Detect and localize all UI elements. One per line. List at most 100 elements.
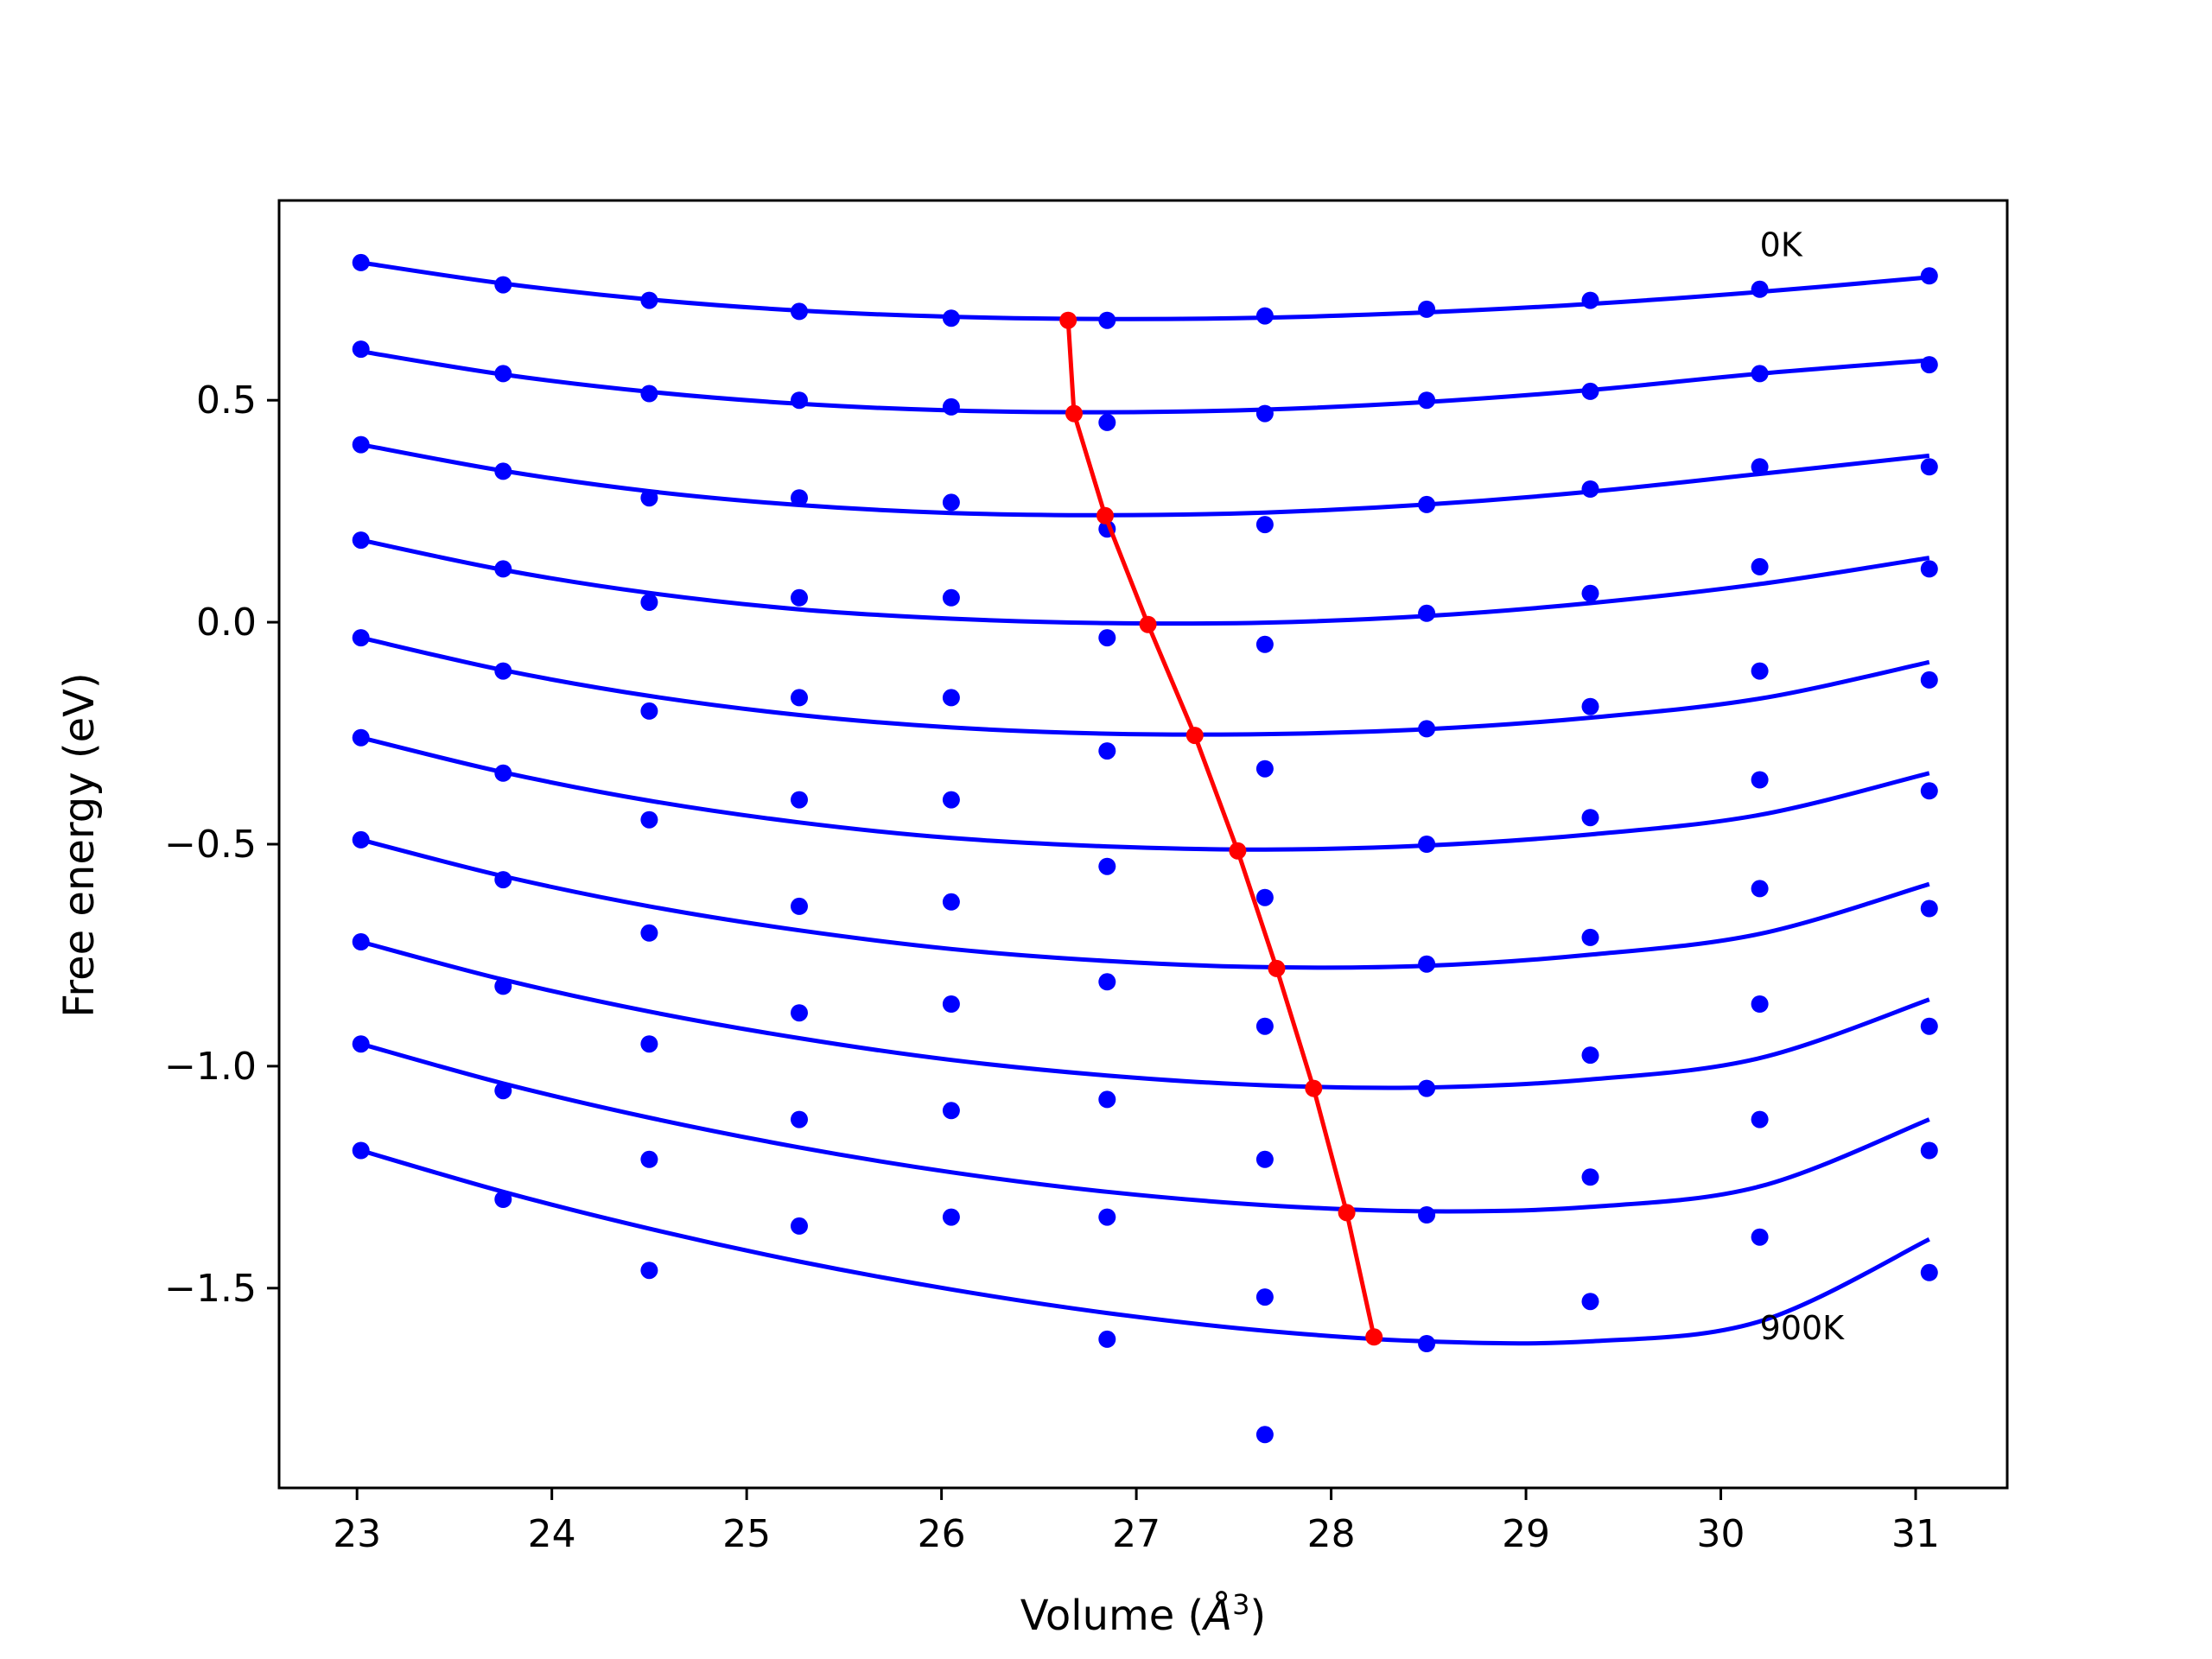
data-point	[640, 1035, 658, 1053]
data-point	[1098, 857, 1116, 875]
data-point	[1255, 516, 1274, 534]
y-tick-label: −0.5	[164, 823, 257, 867]
data-point	[942, 493, 960, 512]
fit-curve-8	[360, 1041, 1930, 1214]
data-point	[1581, 382, 1599, 400]
x-tick-label: 23	[333, 1512, 381, 1556]
data-point	[494, 1191, 512, 1208]
minimum-point	[1185, 727, 1204, 745]
data-point	[640, 489, 658, 507]
fit-curve-2	[360, 442, 1930, 518]
data-point	[640, 385, 658, 403]
data-point	[1255, 888, 1274, 906]
data-point	[352, 531, 370, 550]
data-point	[1920, 782, 1938, 800]
data-point	[1418, 720, 1436, 738]
y-tick-label: 0.0	[196, 601, 257, 645]
data-point	[352, 1035, 370, 1053]
data-points	[352, 253, 1938, 1444]
data-point	[1255, 760, 1274, 778]
annotations: 0K 900K	[1760, 226, 1846, 1347]
data-point	[1920, 267, 1938, 285]
data-point	[352, 933, 370, 950]
data-point	[942, 309, 960, 327]
y-tick-label: −1.5	[164, 1267, 257, 1311]
y-axis-ticks: 0.5 0.0 −0.5 −1.0 −1.5	[164, 378, 279, 1311]
data-point	[1581, 584, 1599, 602]
data-point	[1920, 458, 1938, 476]
fit-curve-3	[360, 537, 1930, 626]
data-point	[791, 689, 808, 707]
data-point	[791, 1217, 808, 1235]
x-tick-label: 28	[1307, 1512, 1356, 1556]
data-point	[1255, 404, 1274, 423]
annotation-label: 900K	[1760, 1309, 1846, 1347]
y-tick-label: −1.0	[164, 1045, 257, 1089]
minimum-point	[1139, 615, 1157, 633]
data-point	[1255, 307, 1274, 325]
data-point	[1418, 955, 1436, 973]
data-point	[791, 1110, 808, 1128]
data-point	[1098, 311, 1116, 329]
data-point	[352, 1141, 370, 1160]
data-point	[640, 702, 658, 720]
data-point	[1920, 1263, 1938, 1281]
data-point	[1920, 1141, 1938, 1160]
data-point	[1751, 771, 1769, 789]
data-point	[1581, 697, 1599, 715]
data-point	[1920, 356, 1938, 374]
data-point	[352, 629, 370, 647]
x-axis-label-exponent: 3	[1232, 1588, 1249, 1621]
data-point	[1255, 1150, 1274, 1168]
minimum-point	[1305, 1079, 1323, 1097]
x-axis-label: Volume (Å3)	[1020, 1588, 1266, 1640]
annotation-label: 0K	[1760, 226, 1803, 264]
fit-curve-6	[360, 837, 1930, 970]
data-point	[1581, 480, 1599, 498]
minimum-point	[1229, 842, 1247, 860]
data-point	[1418, 1335, 1436, 1352]
data-point	[494, 276, 512, 294]
minimum-point	[1065, 404, 1083, 423]
data-point	[640, 1262, 658, 1280]
fit-curve-9	[359, 1148, 1930, 1346]
data-point	[494, 462, 512, 480]
data-point	[1751, 557, 1769, 575]
data-point	[1581, 1168, 1599, 1186]
data-point	[1418, 495, 1436, 513]
minima-polyline	[1065, 320, 1376, 1338]
data-point	[1751, 995, 1769, 1013]
minimum-point	[1268, 959, 1286, 977]
data-point	[352, 830, 370, 849]
data-point	[1098, 629, 1116, 647]
data-point	[942, 995, 960, 1013]
y-tick-label: 0.5	[196, 378, 257, 423]
data-point	[1751, 280, 1769, 298]
fit-curve-5	[360, 735, 1930, 852]
data-point	[352, 728, 370, 747]
x-axis-label-text: Volume	[1020, 1592, 1175, 1640]
plot-frame	[277, 199, 2009, 1490]
data-point	[942, 1102, 960, 1120]
data-point	[791, 791, 808, 809]
y-axis-label: Free energy (eV)	[55, 672, 104, 1017]
data-point	[791, 391, 808, 410]
data-point	[494, 560, 512, 578]
data-point	[1751, 880, 1769, 898]
data-point	[1255, 1017, 1274, 1035]
x-tick-label: 29	[1502, 1512, 1550, 1556]
data-point	[1098, 742, 1116, 760]
data-point	[1098, 1208, 1116, 1226]
data-point	[791, 588, 808, 607]
data-point	[791, 302, 808, 321]
data-point	[1751, 662, 1769, 680]
data-point	[1581, 809, 1599, 827]
minimum-point	[1338, 1204, 1356, 1222]
data-point	[1255, 1288, 1274, 1306]
data-point	[1418, 300, 1436, 318]
data-point	[1920, 899, 1938, 918]
x-tick-label: 31	[1891, 1512, 1940, 1556]
fit-curve-0	[360, 260, 1930, 321]
data-point	[942, 1208, 960, 1226]
data-point	[1098, 1330, 1116, 1348]
